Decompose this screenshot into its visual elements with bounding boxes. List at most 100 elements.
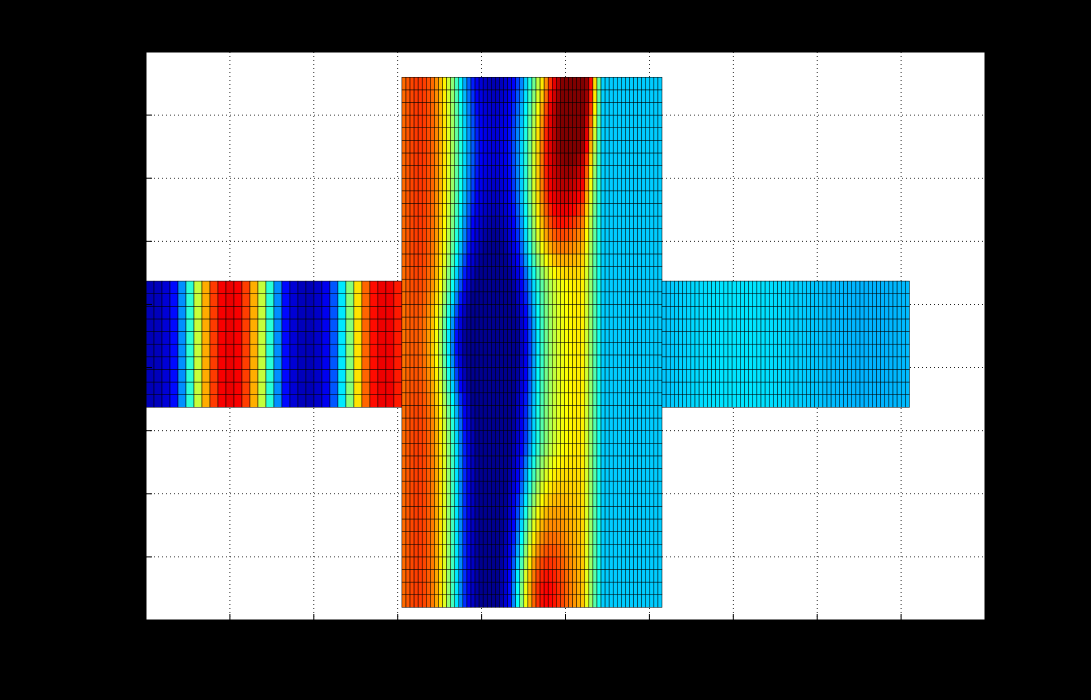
mesh-cell-right-arm xyxy=(892,293,898,307)
mesh-cell-right-arm xyxy=(839,306,844,320)
mesh-cell-right-arm xyxy=(707,280,712,294)
mesh-cell-center-column xyxy=(405,468,411,482)
mesh-cell-right-arm xyxy=(888,343,894,358)
mesh-cell-center-column xyxy=(580,266,586,280)
mesh-cell-center-column xyxy=(491,569,496,583)
mesh-cell-center-column xyxy=(426,544,431,558)
mesh-cell-center-column xyxy=(572,266,577,280)
mesh-cell-center-column xyxy=(564,127,569,141)
mesh-cell-center-column xyxy=(653,354,659,368)
mesh-cell-center-column xyxy=(430,518,435,532)
mesh-cell-center-column xyxy=(511,165,516,179)
mesh-cell-center-column xyxy=(503,76,508,91)
mesh-cell-center-column xyxy=(478,76,484,91)
mesh-cell-center-column xyxy=(604,544,610,558)
mesh-cell-center-column xyxy=(519,102,525,116)
mesh-cell-center-column xyxy=(645,493,651,507)
mesh-cell-center-column xyxy=(633,177,638,192)
mesh-cell-left-arm xyxy=(249,318,259,332)
mesh-cell-center-column xyxy=(568,342,573,356)
mesh-cell-center-column xyxy=(592,127,598,141)
mesh-cell-left-arm xyxy=(257,280,267,294)
mesh-cell-left-arm xyxy=(185,306,195,320)
mesh-cell-center-column xyxy=(499,304,504,318)
mesh-cell-left-arm xyxy=(361,356,371,370)
mesh-cell-center-column xyxy=(580,367,586,381)
mesh-cell-center-column xyxy=(442,253,447,267)
mesh-cell-right-arm xyxy=(731,280,737,294)
mesh-cell-center-column xyxy=(458,354,464,368)
mesh-cell-center-column xyxy=(572,354,577,368)
mesh-cell-center-column xyxy=(499,392,504,406)
mesh-cell-center-column xyxy=(588,480,594,495)
mesh-cell-center-column xyxy=(568,127,573,141)
mesh-cell-center-column xyxy=(543,278,549,293)
mesh-cell-center-column xyxy=(543,253,549,267)
mesh-cell-right-arm xyxy=(777,381,782,395)
mesh-cell-center-column xyxy=(413,506,419,520)
mesh-cell-center-column xyxy=(515,165,520,179)
mesh-cell-right-arm xyxy=(880,356,885,370)
mesh-cell-center-column xyxy=(604,140,610,154)
mesh-cell-center-column xyxy=(552,140,557,154)
mesh-cell-left-arm xyxy=(337,343,347,358)
mesh-cell-center-column xyxy=(486,228,492,242)
mesh-cell-center-column xyxy=(470,228,476,242)
mesh-cell-center-column xyxy=(495,594,500,608)
mesh-cell-center-column xyxy=(637,127,642,141)
mesh-cell-left-arm xyxy=(377,394,387,408)
mesh-cell-center-column xyxy=(580,531,586,545)
mesh-cell-center-column xyxy=(434,417,439,431)
mesh-cell-right-arm xyxy=(768,381,774,395)
mesh-cell-center-column xyxy=(503,215,508,229)
mesh-cell-center-column xyxy=(446,203,451,217)
mesh-cell-center-column xyxy=(405,430,411,444)
mesh-cell-center-column xyxy=(503,392,508,406)
mesh-cell-center-column xyxy=(653,480,659,495)
mesh-cell-center-column xyxy=(625,304,630,318)
mesh-cell-right-arm xyxy=(748,293,753,307)
mesh-cell-left-arm xyxy=(273,331,283,345)
mesh-cell-center-column xyxy=(499,177,504,192)
mesh-cell-center-column xyxy=(649,569,655,583)
mesh-cell-center-column xyxy=(543,241,549,255)
mesh-cell-right-arm xyxy=(830,369,836,383)
mesh-cell-left-arm xyxy=(337,318,347,332)
mesh-cell-center-column xyxy=(474,190,480,204)
mesh-cell-center-column xyxy=(531,190,537,204)
mesh-cell-center-column xyxy=(478,354,484,368)
mesh-cell-center-column xyxy=(556,203,561,217)
mesh-cell-center-column xyxy=(629,203,634,217)
mesh-cell-center-column xyxy=(482,203,488,217)
mesh-cell-center-column xyxy=(617,392,622,406)
mesh-cell-center-column xyxy=(657,480,663,495)
mesh-cell-center-column xyxy=(442,379,447,394)
mesh-cell-center-column xyxy=(539,291,545,305)
mesh-cell-center-column xyxy=(612,329,618,343)
mesh-cell-center-column xyxy=(556,102,561,116)
mesh-cell-center-column xyxy=(413,556,419,570)
mesh-cell-center-column xyxy=(511,152,516,166)
mesh-cell-right-arm xyxy=(715,356,720,370)
mesh-cell-center-column xyxy=(625,506,630,520)
mesh-cell-center-column xyxy=(539,203,545,217)
mesh-cell-center-column xyxy=(442,594,447,608)
mesh-cell-center-column xyxy=(426,468,431,482)
mesh-cell-right-arm xyxy=(723,293,729,307)
mesh-cell-center-column xyxy=(556,266,561,280)
mesh-cell-center-column xyxy=(519,455,525,469)
mesh-cell-center-column xyxy=(426,190,431,204)
mesh-cell-center-column xyxy=(413,291,419,305)
mesh-cell-center-column xyxy=(539,241,545,255)
mesh-cell-center-column xyxy=(653,165,659,179)
mesh-cell-center-column xyxy=(413,430,419,444)
mesh-cell-center-column xyxy=(466,127,472,141)
mesh-cell-center-column xyxy=(417,556,423,570)
mesh-cell-center-column xyxy=(572,228,577,242)
mesh-cell-right-arm xyxy=(715,369,720,383)
mesh-cell-center-column xyxy=(592,266,598,280)
mesh-cell-right-arm xyxy=(806,343,811,358)
mesh-cell-right-arm xyxy=(773,318,778,332)
mesh-cell-center-column xyxy=(515,518,520,532)
mesh-cell-center-column xyxy=(434,493,439,507)
